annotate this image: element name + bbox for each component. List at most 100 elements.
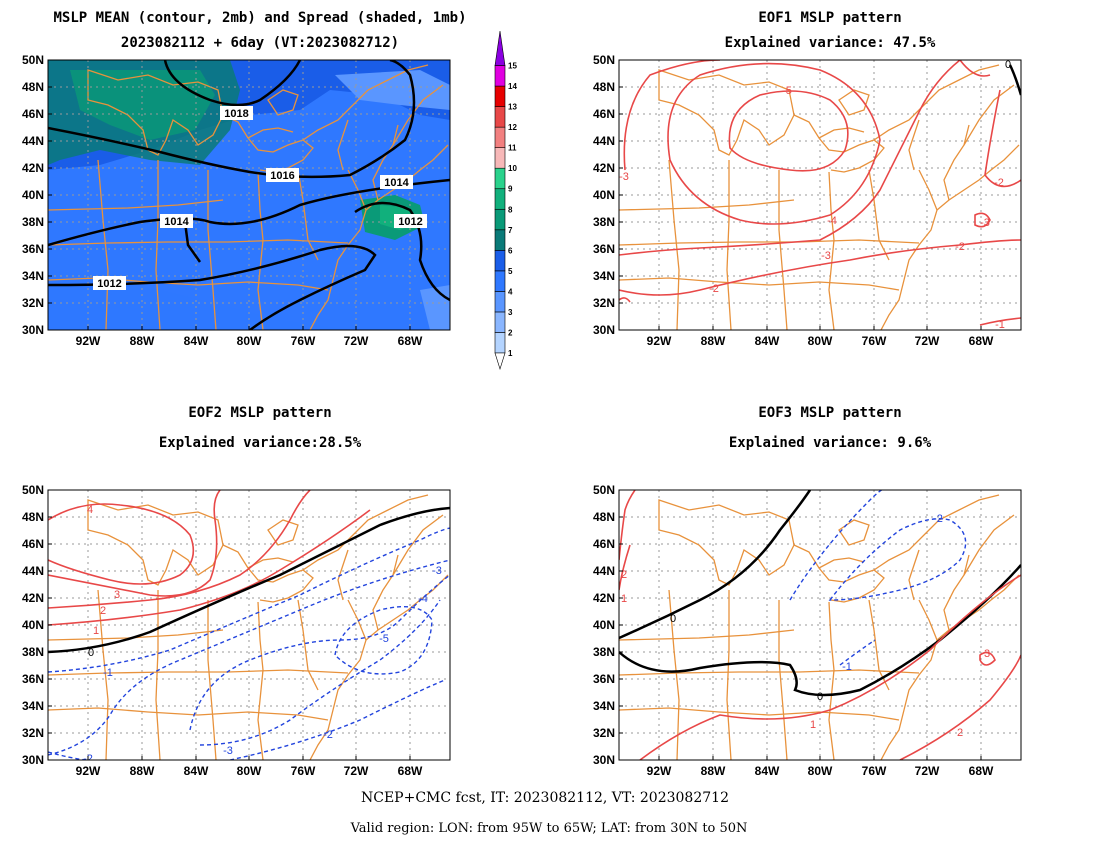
colorbar-swatch xyxy=(494,250,506,272)
lon-tick-label: 76W xyxy=(291,764,316,778)
lon-tick-label: 72W xyxy=(344,334,369,348)
lat-tick-label: 36N xyxy=(593,672,615,686)
mean-contour-label: 1018 xyxy=(224,108,248,120)
eof2-contour-label: -5 xyxy=(379,633,389,645)
eof2-contour-label: 1 xyxy=(93,625,99,637)
lat-tick-label: 36N xyxy=(593,242,615,256)
mean-title-line1: MSLP MEAN (contour, 2mb) and Spread (sha… xyxy=(53,10,466,26)
lat-tick-label: 42N xyxy=(22,161,44,175)
lon-tick-label: 88W xyxy=(130,764,155,778)
panel-eof2: EOF2 MSLP pattern Explained variance:28.… xyxy=(47,405,451,761)
colorbar-swatch xyxy=(494,208,506,231)
lat-tick-label: 48N xyxy=(22,80,44,94)
colorbar-swatch xyxy=(494,332,506,354)
lat-tick-label: 40N xyxy=(22,188,44,202)
lon-tick-label: 76W xyxy=(862,334,887,348)
colorbar-swatch xyxy=(494,147,506,169)
lon-tick-label: 72W xyxy=(344,764,369,778)
eof1-contour-label: -2 xyxy=(709,283,719,295)
mean-title-line2: 2023082112 + 6day (VT:2023082712) xyxy=(121,35,399,51)
eof3-contour-label: 0 xyxy=(817,691,823,703)
lat-tick-label: 34N xyxy=(593,269,615,283)
lon-tick-label: 88W xyxy=(701,764,726,778)
eof1-contour-label: -3 xyxy=(619,171,629,183)
eof2-contour-label: -2 xyxy=(323,729,333,741)
lat-tick-label: 32N xyxy=(22,296,44,310)
lat-tick-label: 40N xyxy=(22,618,44,632)
lat-tick-label: 44N xyxy=(22,134,44,148)
colorbar-swatch xyxy=(494,188,506,210)
eof1-contour-label: -1 xyxy=(995,319,1005,331)
eof2-contour-label: 3 xyxy=(114,589,120,601)
mean-contour-label: 1012 xyxy=(97,278,121,290)
eof1-contour-label: -4 xyxy=(827,215,837,227)
lon-tick-label: 68W xyxy=(398,764,423,778)
lon-tick-label: 72W xyxy=(915,764,940,778)
footer-line2: Valid region: LON: from 95W to 65W; LAT:… xyxy=(350,821,748,836)
lat-tick-label: 30N xyxy=(593,753,615,767)
lat-tick-label: 50N xyxy=(22,483,44,497)
panel-eof1: EOF1 MSLP pattern Explained variance: 47… xyxy=(618,10,1022,331)
colorbar-swatch xyxy=(494,30,506,66)
lon-tick-label: 76W xyxy=(291,334,316,348)
eof3-contour-label: 2 xyxy=(621,569,627,581)
mean-contour-labels: 1018 1016 1014 1014 1012 1012 xyxy=(93,106,427,290)
colorbar-swatch xyxy=(494,167,506,190)
eof1-contour-labels: -5 -4 -3 -2 -2 -3 -3 -2 -1 0 xyxy=(619,60,1011,331)
eof1-contour-label: -5 xyxy=(782,85,792,97)
mean-contour-label: 1012 xyxy=(398,216,422,228)
eof2-contour-label: -1 xyxy=(103,667,113,679)
eof2-contour-label: -4 xyxy=(418,593,428,605)
lon-tick-label: 88W xyxy=(130,334,155,348)
lat-tick-label: 42N xyxy=(22,591,44,605)
lat-tick-label: 34N xyxy=(22,699,44,713)
colorbar-swatch xyxy=(494,65,506,87)
lat-tick-label: 32N xyxy=(593,726,615,740)
colorbar-label: 2 xyxy=(508,328,513,337)
colorbar-low-arrow xyxy=(494,352,506,371)
eof2-contour-labels: 4 3 2 1 0 -1 -2 -3 -3 -4 -5 -2 xyxy=(83,504,442,760)
colorbar-label: 4 xyxy=(508,287,513,296)
lat-tick-label: 44N xyxy=(22,564,44,578)
eof2-title-line2: Explained variance:28.5% xyxy=(159,435,362,451)
lat-tick-label: 36N xyxy=(22,672,44,686)
lat-tick-label: 30N xyxy=(22,323,44,337)
lon-tick-label: 68W xyxy=(969,764,994,778)
lon-tick-label: 80W xyxy=(237,764,262,778)
lat-tick-label: 44N xyxy=(593,564,615,578)
panel-mslp-mean: MSLP MEAN (contour, 2mb) and Spread (sha… xyxy=(47,10,467,331)
eof1-contour-label: -3 xyxy=(980,217,990,229)
lat-tick-label: 46N xyxy=(593,107,615,121)
lon-tick-label: 84W xyxy=(755,334,780,348)
mean-map: 1018 1016 1014 1014 1012 1012 xyxy=(48,60,450,330)
eof2-contour-label: -3 xyxy=(432,565,442,577)
colorbar-swatch xyxy=(494,126,506,148)
lat-tick-label: 38N xyxy=(22,215,44,229)
eof3-title-line2: Explained variance: 9.6% xyxy=(729,435,932,451)
colorbar-swatch xyxy=(494,270,506,292)
colorbar-label: 12 xyxy=(508,123,517,132)
colorbar-label: 1 xyxy=(508,349,513,358)
footer-line1: NCEP+CMC fcst, IT: 2023082112, VT: 20230… xyxy=(361,790,729,806)
eof1-contour-label: -2 xyxy=(994,177,1004,189)
colorbar-swatch xyxy=(494,229,506,251)
eof1-contour-label: -2 xyxy=(955,241,965,253)
eof3-contour-label: 1 xyxy=(810,719,816,731)
lat-tick-label: 32N xyxy=(22,726,44,740)
colorbar-label: 5 xyxy=(508,267,513,276)
lon-tick-label: 76W xyxy=(862,764,887,778)
lon-tick-label: 80W xyxy=(808,334,833,348)
lon-tick-label: 88W xyxy=(701,334,726,348)
colorbar-label: 7 xyxy=(508,226,513,235)
eof3-contour-label: 0 xyxy=(670,613,676,625)
lon-tick-label: 92W xyxy=(647,334,672,348)
colorbar-swatch xyxy=(494,106,506,128)
lat-tick-label: 46N xyxy=(593,537,615,551)
eof3-contour-label: 1 xyxy=(621,593,627,605)
lon-tick-label: 92W xyxy=(76,334,101,348)
lat-tick-label: 42N xyxy=(593,161,615,175)
lat-tick-label: 50N xyxy=(593,483,615,497)
mean-contour-label: 1014 xyxy=(164,216,189,228)
